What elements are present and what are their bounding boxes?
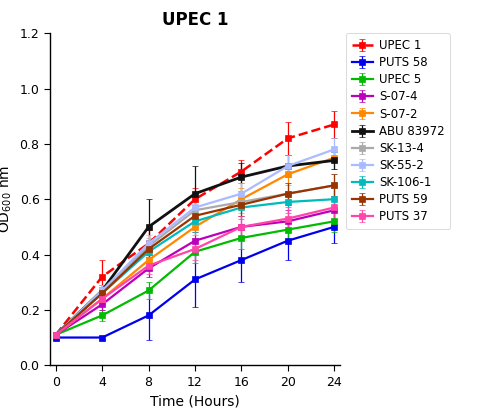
Y-axis label: OD$_{600}$ nm: OD$_{600}$ nm <box>0 165 14 233</box>
Title: UPEC 1: UPEC 1 <box>162 11 228 29</box>
Legend: UPEC 1, PUTS 58, UPEC 5, S-07-4, S-07-2, ABU 83972, SK-13-4, SK-55-2, SK-106-1, : UPEC 1, PUTS 58, UPEC 5, S-07-4, S-07-2,… <box>346 33 451 229</box>
X-axis label: Time (Hours): Time (Hours) <box>150 394 240 408</box>
